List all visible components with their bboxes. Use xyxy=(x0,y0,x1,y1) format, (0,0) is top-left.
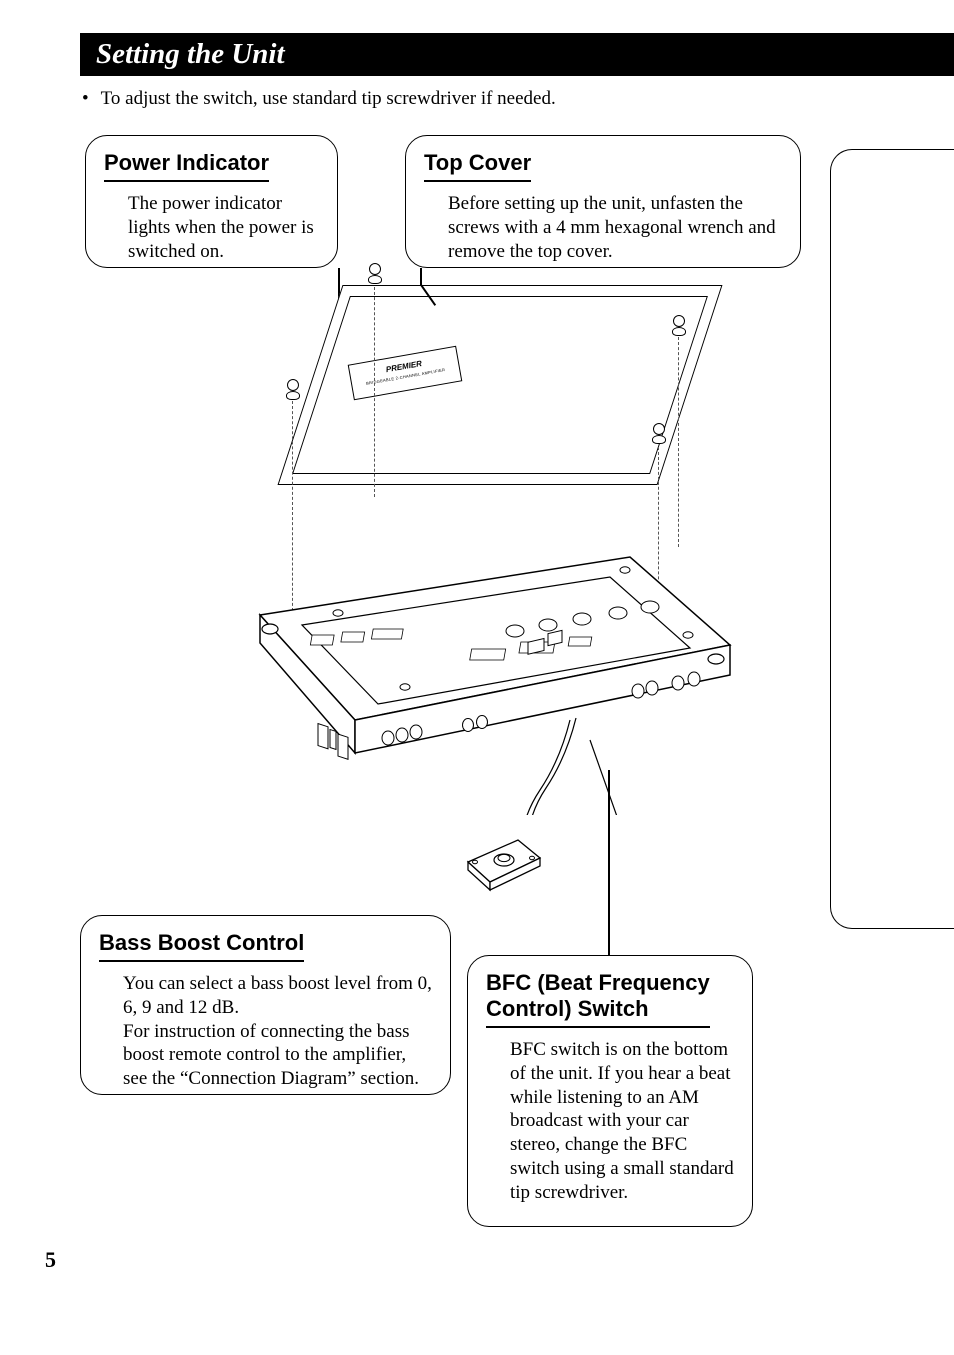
callout-body: You can select a bass boost level from 0… xyxy=(99,972,432,1091)
callout-body: Before setting up the unit, unfasten the… xyxy=(424,192,782,263)
right-partial-callout xyxy=(830,149,954,929)
callout-bfc-switch: BFC (Beat Frequency Control) Switch BFC … xyxy=(467,955,753,1227)
screw-drop-line xyxy=(678,337,679,547)
callout-body: BFC switch is on the bottom of the unit.… xyxy=(486,1038,734,1204)
callout-title: BFC (Beat Frequency Control) Switch xyxy=(486,970,710,1028)
callout-power-indicator: Power Indicator The power indicator ligh… xyxy=(85,135,338,268)
callout-title: Bass Boost Control xyxy=(99,930,304,962)
bullet-dot: • xyxy=(82,88,89,110)
callout-title: Power Indicator xyxy=(104,150,269,182)
callout-title: Top Cover xyxy=(424,150,531,182)
screw-drop-line xyxy=(374,287,375,497)
intro-text: To adjust the switch, use standard tip s… xyxy=(101,88,556,110)
screw-icon xyxy=(368,263,380,283)
section-header-bar: Setting the Unit xyxy=(80,33,954,76)
diagram-top-cover xyxy=(278,285,723,485)
section-title: Setting the Unit xyxy=(96,38,285,71)
diagram-remote-knob xyxy=(460,830,550,905)
screw-icon xyxy=(652,423,664,443)
diagram-amp-base xyxy=(230,545,730,765)
diagram-brand-sub: BRIDGEABLE 2-CHANNEL AMPLIFIER xyxy=(366,367,446,386)
intro-bullet: • To adjust the switch, use standard tip… xyxy=(80,88,556,110)
leader-line xyxy=(608,770,610,955)
amplifier-diagram: PREMIER BRIDGEABLE 2-CHANNEL AMPLIFIER xyxy=(220,255,740,895)
callout-bass-boost: Bass Boost Control You can select a bass… xyxy=(80,915,451,1095)
page-number: 5 xyxy=(45,1247,56,1273)
screw-icon xyxy=(672,315,684,335)
callout-top-cover: Top Cover Before setting up the unit, un… xyxy=(405,135,801,268)
screw-icon xyxy=(286,379,298,399)
callout-body: The power indicator lights when the powe… xyxy=(104,192,319,263)
